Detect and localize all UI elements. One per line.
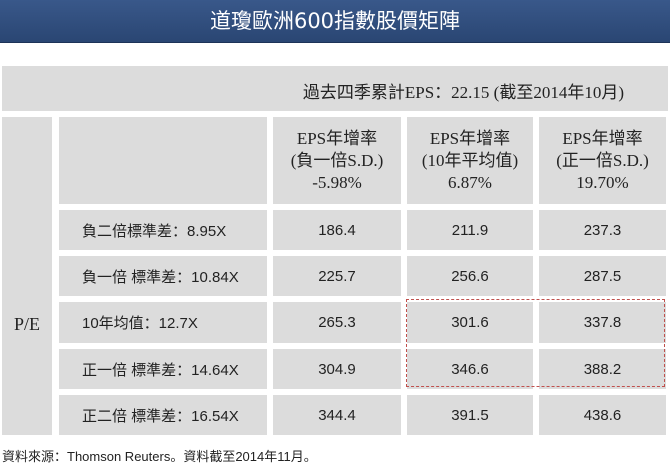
- column-header-growth: -5.98%: [312, 172, 362, 192]
- column-header-title: EPS年增率: [429, 128, 511, 148]
- header-corner-cell: [59, 117, 267, 204]
- table-cell: 344.4: [273, 395, 401, 435]
- table-cell: 301.6: [407, 302, 533, 343]
- table-cell: 225.7: [273, 256, 401, 296]
- source-footnote: 資料來源：Thomson Reuters。資料截至2014年11月。: [2, 449, 317, 464]
- pe-row-header: P/E: [2, 117, 52, 435]
- column-header-title: EPS年增率: [296, 128, 378, 148]
- table-cell: 337.8: [539, 302, 666, 343]
- table-cell: 438.6: [539, 395, 666, 435]
- column-header-sub: (10年平均值): [421, 150, 519, 170]
- column-header-neg1sd: EPS年增率 (負一倍S.D.) -5.98%: [273, 117, 401, 204]
- column-header-growth: 6.87%: [448, 172, 492, 192]
- row-label: 10年均值：12.7X: [59, 302, 267, 343]
- column-header-avg: EPS年增率 (10年平均值) 6.87%: [407, 117, 533, 204]
- table-cell: 287.5: [539, 256, 666, 296]
- column-header-growth: 19.70%: [576, 172, 629, 192]
- eps-summary-text: 過去四季累計EPS：22.15 (截至2014年10月): [302, 83, 624, 102]
- table-cell: 265.3: [273, 302, 401, 343]
- table-cell: 388.2: [539, 349, 666, 389]
- eps-summary-bar: 過去四季累計EPS：22.15 (截至2014年10月): [2, 66, 668, 111]
- row-label: 正一倍 標準差：14.64X: [59, 349, 267, 389]
- column-header-title: EPS年增率: [562, 128, 643, 148]
- row-label: 正二倍 標準差：16.54X: [59, 395, 267, 435]
- table-cell: 391.5: [407, 395, 533, 435]
- row-label: 負二倍標準差：8.95X: [59, 210, 267, 250]
- page-title: 道瓊歐洲600指數股價矩陣: [0, 0, 670, 43]
- column-header-sub: (正一倍S.D.): [556, 150, 649, 170]
- table-cell: 256.6: [407, 256, 533, 296]
- table-cell: 186.4: [273, 210, 401, 250]
- table-cell: 237.3: [539, 210, 666, 250]
- column-header-sub: (負一倍S.D.): [290, 150, 384, 170]
- table-cell: 304.9: [273, 349, 401, 389]
- row-label: 負一倍 標準差：10.84X: [59, 256, 267, 296]
- table-cell: 211.9: [407, 210, 533, 250]
- column-header-pos1sd: EPS年增率 (正一倍S.D.) 19.70%: [539, 117, 666, 204]
- pe-label: P/E: [13, 314, 40, 334]
- table-cell: 346.6: [407, 349, 533, 389]
